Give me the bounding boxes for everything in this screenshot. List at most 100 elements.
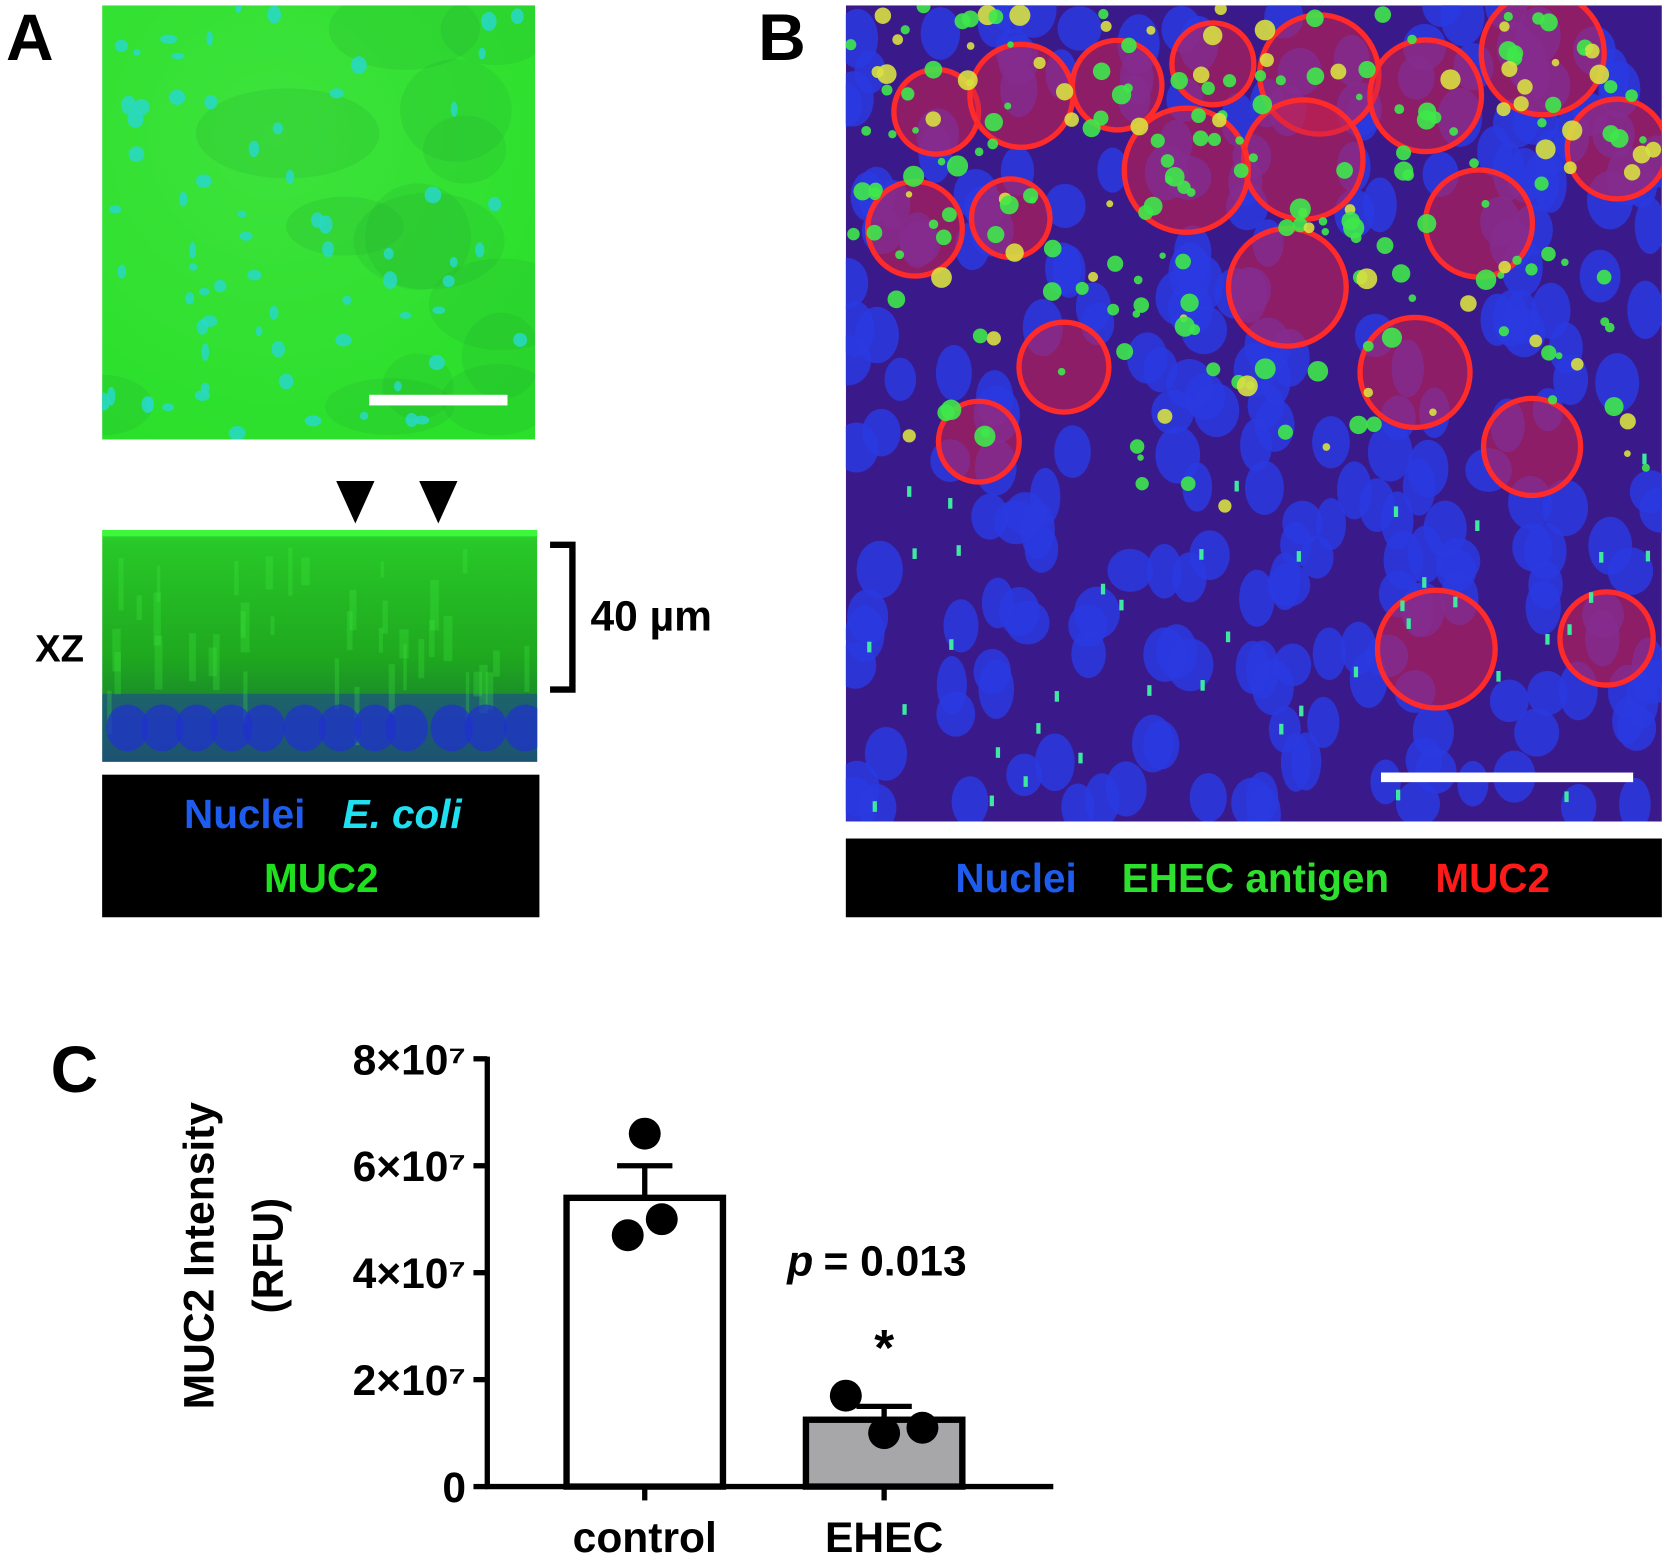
- bacteria-cluster: [1547, 395, 1558, 405]
- bacteria-cluster: [1133, 297, 1150, 313]
- bacteria-cluster: [1254, 70, 1267, 82]
- bacteria-cluster: [1498, 260, 1511, 274]
- bacteria-cluster: [1555, 352, 1563, 360]
- bacterium: [1023, 776, 1028, 787]
- bacteria-cluster: [1336, 162, 1353, 179]
- goblet-rim: [1564, 96, 1662, 202]
- bacterium: [267, 5, 282, 24]
- bacterium: [235, 5, 242, 13]
- bacterium: [255, 326, 263, 337]
- bacteria-cluster: [988, 9, 1004, 25]
- bacterium: [322, 241, 334, 258]
- bacteria-cluster: [1170, 71, 1188, 90]
- bacterium: [1036, 723, 1041, 734]
- bacteria-cluster: [1362, 340, 1374, 352]
- nucleus: [210, 704, 253, 752]
- bacteria-cluster: [916, 5, 931, 14]
- error-bar: [617, 1163, 673, 1198]
- texture: [156, 565, 161, 602]
- bacterium: [1299, 705, 1304, 717]
- nucleus: [1097, 147, 1128, 193]
- bacteria-cluster: [987, 138, 999, 150]
- bacteria-cluster: [1143, 196, 1163, 216]
- y-tick-label: 6×10⁷: [353, 1143, 466, 1191]
- bracket: [550, 541, 576, 693]
- bacterium: [1225, 631, 1231, 643]
- nucleus: [1595, 353, 1640, 413]
- texture: [189, 633, 196, 682]
- nucleus: [1402, 458, 1436, 516]
- nucleus: [856, 540, 903, 599]
- bacteria-cluster: [984, 112, 1004, 132]
- bacterium: [475, 242, 485, 258]
- bacteria-cluster: [1440, 69, 1461, 90]
- bacteria-cluster: [954, 13, 971, 30]
- bacterium: [1406, 618, 1411, 629]
- bacterium: [237, 210, 247, 218]
- bacterium: [247, 269, 262, 281]
- bacterium: [902, 704, 907, 715]
- y-tick-label: 4×10⁷: [353, 1250, 466, 1298]
- nucleus: [1180, 305, 1228, 355]
- nucleus: [1405, 737, 1443, 784]
- nucleus: [845, 642, 877, 689]
- micrograph-b: [845, 5, 1662, 822]
- goblet-cell: [1483, 398, 1581, 496]
- micrograph-xz: [102, 529, 538, 762]
- bacterium: [1645, 550, 1651, 562]
- texture: [428, 258, 536, 351]
- bacteria-cluster: [888, 130, 897, 139]
- bacteria-cluster: [1525, 263, 1538, 276]
- texture: [234, 560, 239, 596]
- surface: [102, 529, 538, 537]
- bacterium: [1119, 599, 1124, 611]
- bacterium: [206, 31, 213, 46]
- bacteria-cluster: [928, 219, 939, 230]
- nucleus: [1107, 548, 1154, 592]
- bacterium: [269, 305, 279, 320]
- bacteria-cluster: [1604, 80, 1618, 94]
- bacterium: [1545, 634, 1550, 645]
- nucleus: [1312, 416, 1350, 469]
- bacteria-cluster: [1259, 52, 1274, 68]
- bacteria-cluster: [1218, 499, 1232, 513]
- bacteria-cluster: [1135, 476, 1149, 491]
- nucleus: [1477, 126, 1513, 177]
- xz-label: XZ: [35, 627, 84, 670]
- texture: [428, 619, 435, 658]
- bacteria-cluster: [845, 39, 857, 51]
- bacteria-cluster: [874, 7, 892, 24]
- bacterium: [1422, 577, 1427, 588]
- bacteria-cluster: [900, 25, 910, 35]
- bacteria-cluster: [871, 66, 884, 79]
- nucleus: [106, 704, 149, 752]
- nucleus: [1184, 373, 1226, 421]
- bacteria-cluster: [1551, 58, 1560, 67]
- bacteria-cluster: [1645, 141, 1662, 158]
- bacteria-cluster: [1363, 387, 1374, 398]
- bacteria-cluster: [1498, 326, 1510, 337]
- texture: [114, 652, 121, 695]
- bacteria-cluster: [1192, 130, 1209, 147]
- bacteria-cluster: [1100, 20, 1112, 32]
- bacteria-cluster: [957, 70, 978, 91]
- bacterium: [160, 34, 178, 44]
- bacteria-cluster: [1133, 275, 1143, 285]
- bacteria-cluster: [1349, 415, 1368, 435]
- arrowhead: [419, 480, 458, 524]
- data-point: [829, 1379, 862, 1412]
- bar-chart: 0 2×10⁷ 4×10⁷ 6×10⁷ 8×10⁷ control EHEC p = 0.013…: [353, 1036, 1054, 1560]
- bacteria-cluster: [925, 111, 941, 127]
- nucleus: [1504, 290, 1539, 345]
- panel-label: C: [51, 1032, 99, 1106]
- texture: [102, 374, 153, 436]
- bacterium: [239, 231, 253, 241]
- bacteria-cluster: [1417, 214, 1437, 234]
- texture: [388, 664, 395, 715]
- bacterium: [995, 747, 1001, 758]
- data-point: [645, 1203, 678, 1236]
- bacteria-cluster: [986, 331, 1001, 346]
- bacteria-cluster: [1589, 64, 1610, 85]
- bacteria-cluster: [1214, 5, 1227, 16]
